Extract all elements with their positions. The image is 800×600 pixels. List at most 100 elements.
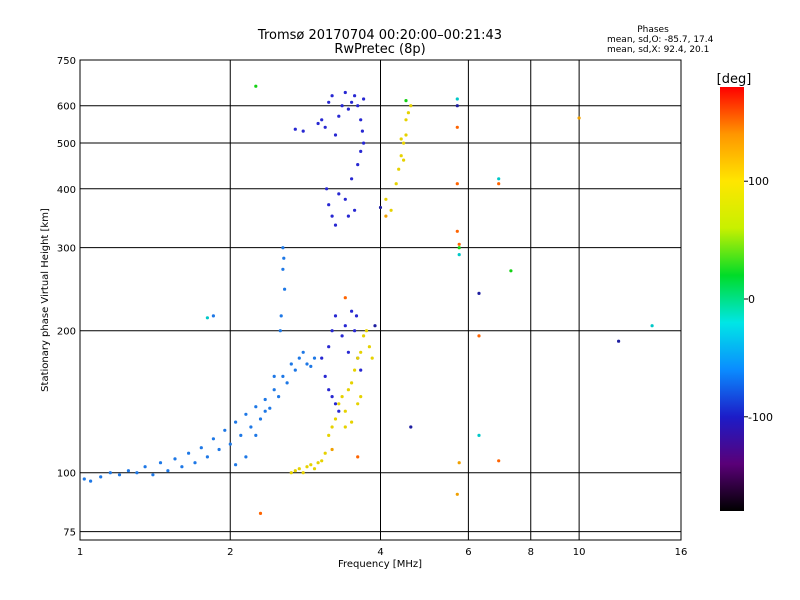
data-point	[359, 350, 363, 354]
data-point	[258, 511, 263, 515]
data-point	[333, 223, 338, 227]
data-point	[477, 433, 481, 437]
data-point	[285, 381, 289, 385]
data-point	[402, 158, 406, 162]
data-point	[330, 447, 334, 452]
data-point	[497, 459, 501, 463]
data-point	[278, 329, 282, 333]
data-point	[277, 395, 281, 399]
data-point	[457, 242, 461, 246]
data-point	[297, 356, 301, 360]
data-point	[158, 461, 163, 465]
data-point	[205, 316, 209, 320]
data-point	[211, 314, 215, 318]
data-point	[389, 208, 393, 212]
data-point	[343, 90, 347, 95]
data-point	[457, 246, 461, 250]
data-point	[301, 471, 305, 475]
data-point	[301, 129, 305, 133]
data-point	[82, 477, 86, 481]
chart-title: Tromsø 20170704 00:20:00–00:21:43	[257, 28, 502, 43]
y-tick-label: 100	[57, 469, 76, 480]
data-point	[406, 111, 410, 115]
data-point	[223, 428, 227, 432]
grid-lines	[80, 60, 681, 540]
data-point	[353, 94, 357, 98]
data-point	[394, 182, 398, 186]
data-point	[340, 334, 344, 338]
data-point	[325, 187, 329, 191]
data-point	[99, 475, 103, 479]
data-point	[312, 467, 317, 471]
data-point	[359, 395, 363, 399]
data-point	[327, 388, 331, 392]
data-point	[330, 395, 334, 399]
data-point	[293, 127, 297, 131]
x-tick-label: 16	[675, 547, 688, 558]
data-point	[409, 104, 413, 108]
data-point	[108, 471, 112, 475]
data-point	[330, 329, 334, 333]
data-point	[316, 461, 320, 465]
data-point	[330, 214, 334, 218]
data-point	[350, 100, 354, 104]
data-point	[244, 412, 248, 416]
data-point	[343, 296, 347, 300]
data-point	[258, 417, 263, 421]
data-point	[333, 314, 338, 318]
data-point	[279, 314, 283, 318]
data-point	[254, 405, 258, 409]
stats-x-line: mean, sd,X: 92.4, 20.1	[607, 45, 709, 55]
data-point	[457, 461, 461, 465]
data-point	[327, 203, 331, 207]
data-point	[343, 409, 347, 413]
data-point	[455, 104, 459, 108]
data-point	[359, 368, 363, 372]
data-point	[346, 107, 350, 111]
colorbar-ticks: 100 0 -100	[744, 175, 773, 424]
x-tick-label: 4	[377, 547, 383, 558]
data-point	[577, 116, 581, 120]
y-tick-label: 75	[63, 528, 76, 539]
y-axis-label: Stationary phase Virtual Height [km]	[40, 208, 51, 392]
data-point	[316, 121, 320, 126]
y-tick-label: 600	[57, 102, 76, 113]
data-point	[477, 291, 481, 295]
data-point	[360, 129, 364, 133]
data-point	[309, 364, 313, 368]
data-point	[350, 177, 354, 181]
data-point	[346, 388, 350, 392]
data-point	[283, 287, 287, 291]
data-point	[378, 205, 383, 210]
data-point	[409, 425, 413, 429]
data-point	[301, 350, 305, 354]
data-point	[263, 409, 267, 413]
data-point	[293, 368, 297, 372]
x-tick-label: 2	[227, 547, 233, 558]
data-point	[239, 433, 243, 437]
data-point	[272, 374, 276, 378]
data-point	[337, 409, 341, 413]
data-point	[343, 425, 347, 429]
y-tick-label: 750	[57, 56, 76, 67]
data-point	[151, 473, 155, 477]
data-point	[173, 457, 177, 461]
data-point	[367, 345, 371, 349]
data-point	[356, 163, 360, 167]
data-point	[254, 84, 258, 88]
data-point	[509, 269, 513, 273]
data-point	[117, 473, 122, 477]
data-point	[356, 455, 360, 459]
data-point	[370, 356, 374, 360]
data-point	[455, 97, 459, 101]
data-point	[399, 154, 403, 158]
data-point	[309, 463, 313, 467]
data-point	[323, 374, 327, 378]
data-point	[356, 402, 360, 406]
stats-o-line: mean, sd,O: -85.7, 17.4	[607, 35, 714, 45]
colorbar	[720, 87, 744, 511]
data-point	[249, 425, 253, 429]
data-point	[337, 402, 341, 406]
data-point	[126, 469, 130, 473]
